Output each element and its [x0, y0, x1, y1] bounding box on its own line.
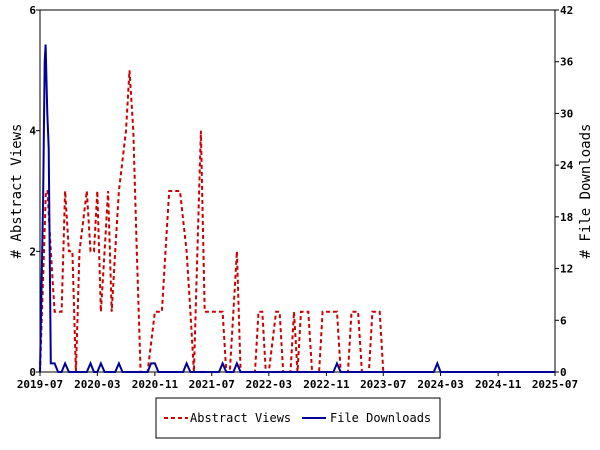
- y-left-tick-label: 0: [29, 366, 36, 379]
- y-left-tick-label: 6: [29, 4, 36, 17]
- x-tick-label: 2020-03: [74, 378, 120, 391]
- x-tick-label: 2022-03: [246, 378, 292, 391]
- y-right-tick-label: 18: [560, 211, 573, 224]
- legend: Abstract Views File Downloads: [155, 397, 441, 439]
- y-left-tick-label: 4: [29, 125, 36, 138]
- y-right-tick-label: 36: [560, 56, 574, 69]
- y-axis-left-title: # Abstract Views: [9, 124, 25, 259]
- x-tick-label: 2023-07: [360, 378, 406, 391]
- series-group: [39, 44, 555, 373]
- y-right-tick-label: 30: [560, 107, 573, 120]
- x-tick-label: 2020-11: [132, 378, 179, 391]
- series-line-abstract-views: [39, 70, 385, 373]
- legend-label-abstract-views: Abstract Views: [190, 411, 291, 425]
- y-left-tick-label: 2: [29, 245, 36, 258]
- x-tick-label: 2021-07: [189, 378, 235, 391]
- x-tick-label: 2024-11: [475, 378, 522, 391]
- series-line-file-downloads: [39, 44, 555, 373]
- x-tick-label: 2019-07: [17, 378, 63, 391]
- x-tick-label: 2022-11: [303, 378, 350, 391]
- legend-label-file-downloads: File Downloads: [330, 411, 431, 425]
- y-axis-right-title: # File Downloads: [578, 124, 594, 259]
- y-right-tick-label: 6: [560, 314, 567, 327]
- x-tick-label: 2024-03: [417, 378, 463, 391]
- legend-box: [155, 397, 441, 439]
- plot-frame: [39, 9, 556, 373]
- y-right-tick-label: 24: [560, 159, 574, 172]
- ticks: 2019-07 2020-03 2020-11 2021-07 2022-03 2022-…: [17, 4, 578, 391]
- x-tick-label: 2025-07: [532, 378, 578, 391]
- y-right-tick-label: 12: [560, 263, 573, 276]
- y-right-tick-label: 0: [560, 366, 567, 379]
- y-right-tick-label: 42: [560, 4, 573, 17]
